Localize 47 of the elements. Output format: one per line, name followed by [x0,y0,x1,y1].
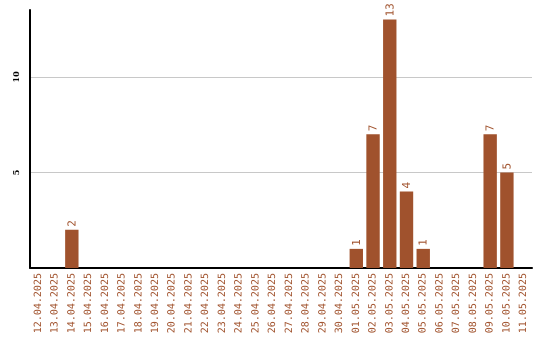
x-tick-label: 14.04.2025 [66,273,78,334]
x-tick-label: 17.04.2025 [116,273,128,334]
x-tick-label: 07.05.2025 [451,273,462,334]
x-tick-label: 30.04.2025 [334,273,346,334]
x-tick-label: 04.05.2025 [401,273,412,334]
data-label: 7 [366,124,380,132]
data-label: 7 [484,124,497,132]
x-tick-label: 18.04.2025 [133,273,144,334]
x-tick-label: 11.05.2025 [518,273,530,334]
bar [366,134,380,268]
x-tick-label: 16.04.2025 [100,273,111,334]
x-tick-label: 27.04.2025 [284,273,295,334]
bar [500,172,514,268]
x-tick-label: 06.05.2025 [434,273,446,334]
x-tick-label: 03.05.2025 [384,273,396,334]
x-tick-label: 24.04.2025 [234,273,245,334]
x-tick-label: 12.04.2025 [32,273,44,334]
data-label: 2 [65,220,78,227]
x-tick-label: 01.05.2025 [350,273,362,334]
x-tick-label: 22.04.2025 [200,273,212,334]
y-tick-label: 10 [11,70,21,82]
x-tick-label: 02.05.2025 [368,273,379,334]
x-tick-label: 29.04.2025 [317,273,328,334]
x-tick-label: 09.05.2025 [484,273,496,334]
x-tick-label: 13.04.2025 [50,273,61,334]
x-tick-label: 10.05.2025 [501,273,512,334]
bar [65,230,79,268]
data-label: 13 [383,3,396,17]
x-tick-label: 28.04.2025 [300,273,312,334]
x-tick-label: 19.04.2025 [150,273,161,334]
bar [400,192,414,268]
data-label: 1 [350,239,363,246]
data-label: 1 [416,239,430,246]
bar [383,20,396,268]
bar [416,248,430,268]
x-tick-label: 21.04.2025 [183,273,194,334]
x-tick-label: 15.04.2025 [83,273,94,334]
x-tick-label: 20.04.2025 [166,273,178,334]
data-label: 5 [500,162,514,170]
x-tick-label: 26.04.2025 [267,273,278,334]
bar [483,134,497,268]
x-tick-label: 25.04.2025 [250,273,262,334]
x-tick-label: 23.04.2025 [216,273,228,334]
data-label: 4 [400,182,413,189]
x-tick-label: 05.05.2025 [418,273,429,334]
bar [350,248,363,268]
x-tick-label: 08.05.2025 [468,273,479,334]
